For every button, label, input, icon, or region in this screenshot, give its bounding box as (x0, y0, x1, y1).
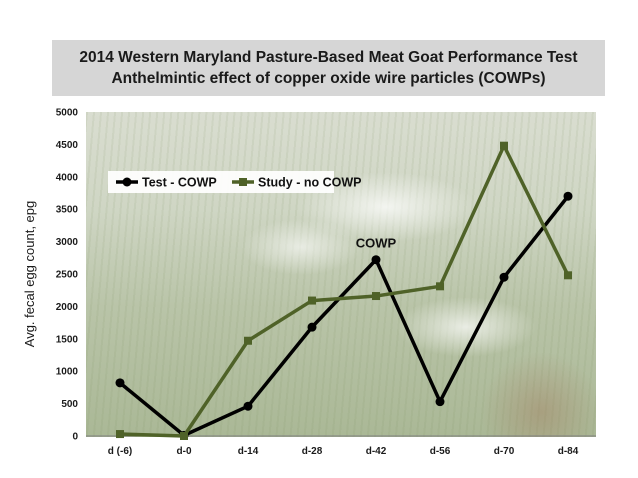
plot-background-photo (86, 112, 596, 437)
y-tick-label: 500 (61, 399, 78, 410)
y-tick-label: 1000 (56, 367, 79, 378)
legend-swatch-marker-0 (122, 177, 132, 187)
series-0-point (499, 272, 509, 282)
x-tick-label: d-84 (558, 446, 579, 457)
legend-box (108, 171, 334, 193)
x-tick-label: d-14 (238, 446, 259, 457)
series-1-point (564, 271, 572, 280)
chart-title: 2014 Western Maryland Pasture-Based Meat… (79, 49, 578, 66)
y-tick-label: 3500 (56, 205, 79, 216)
series-1-point (116, 430, 124, 439)
series-0-point (115, 378, 125, 388)
y-tick-label: 2000 (56, 302, 79, 313)
series-group (115, 141, 573, 440)
legend-swatch-marker-1 (239, 178, 247, 186)
y-tick-label: 2500 (56, 270, 79, 281)
series-line-1 (119, 143, 570, 438)
y-tick-label: 0 (72, 432, 78, 443)
series-0-point (435, 397, 445, 407)
series-1-point (372, 292, 380, 301)
y-tick-label: 5000 (56, 108, 79, 119)
legend-label-1: Study - no COWP (258, 176, 361, 190)
series-1-point (500, 141, 508, 150)
y-axis-label: Avg. fecal egg count, epg (22, 201, 37, 347)
x-tick-labels: d (-6) d-0 d-14 d-28 d-42 d-56 d-70 d-84 (108, 446, 579, 457)
y-tick-label: 4500 (56, 140, 79, 151)
x-tick-label: d-42 (366, 446, 387, 457)
series-1-point (436, 282, 444, 291)
annotation-label: COWP (356, 236, 397, 251)
y-tick-label: 4000 (56, 172, 79, 183)
legend-label-0: Test - COWP (142, 176, 217, 190)
series-0-point (307, 322, 317, 332)
legend: Test - COWP Study - no COWP (108, 171, 361, 193)
x-tick-label: d-0 (177, 446, 192, 457)
y-tick-label: 3000 (56, 237, 79, 248)
series-0-point (563, 191, 573, 201)
y-tick-labels: 0 500 1000 1500 2000 2500 3000 3500 4000 4500 5000 (56, 108, 79, 443)
series-1-point (244, 336, 252, 345)
series-0-point (371, 255, 381, 265)
series-0-point (243, 401, 253, 411)
series-line-0 (118, 195, 570, 438)
annotations: COWP (356, 236, 397, 251)
chart-subtitle: Anthelmintic effect of copper oxide wire… (111, 70, 546, 87)
y-tick-label: 1500 (56, 334, 79, 345)
series-1-point (308, 296, 316, 305)
series-1-point (180, 432, 188, 440)
x-tick-label: d-28 (302, 446, 323, 457)
x-tick-label: d-56 (430, 446, 451, 457)
x-tick-label: d-70 (494, 446, 515, 457)
x-tick-label: d (-6) (108, 446, 132, 457)
chart-title-box: 2014 Western Maryland Pasture-Based Meat… (52, 40, 605, 96)
